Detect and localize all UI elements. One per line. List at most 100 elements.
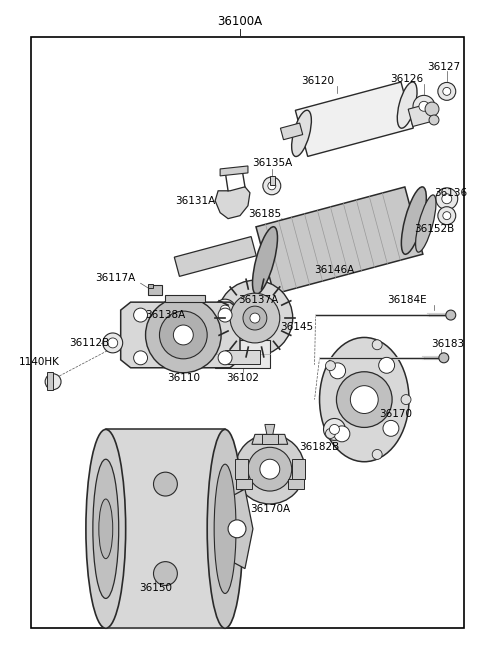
Polygon shape [120,302,240,368]
Circle shape [436,188,458,210]
Circle shape [442,194,452,204]
Text: 36112B: 36112B [69,338,109,348]
Circle shape [133,351,147,365]
Text: 36137A: 36137A [238,295,278,305]
Text: 36120: 36120 [301,76,334,87]
Ellipse shape [397,82,417,128]
Circle shape [159,311,207,359]
Circle shape [379,357,395,373]
Circle shape [429,115,439,125]
Circle shape [45,374,61,390]
Circle shape [446,310,456,320]
Polygon shape [236,479,252,489]
Text: 36135A: 36135A [252,158,292,168]
Circle shape [220,305,230,315]
Circle shape [443,87,451,95]
Text: 36182B: 36182B [300,442,340,452]
Text: 36117A: 36117A [96,273,136,283]
Circle shape [154,562,178,585]
Text: 36150: 36150 [139,583,172,593]
Bar [215,340,270,368]
Ellipse shape [207,430,243,628]
Circle shape [325,428,336,438]
Text: 36183: 36183 [431,339,464,349]
Ellipse shape [252,227,277,294]
Circle shape [330,363,346,379]
Circle shape [217,281,293,356]
Text: 36184E: 36184E [387,295,427,305]
Circle shape [268,182,276,190]
Circle shape [419,101,429,111]
Text: 36145: 36145 [280,322,313,332]
Circle shape [439,353,449,363]
Circle shape [218,351,232,365]
Text: 36131A: 36131A [175,196,216,206]
Circle shape [324,419,346,440]
Text: 36152B: 36152B [414,223,454,234]
Circle shape [372,340,382,350]
Polygon shape [174,237,256,277]
Circle shape [334,426,350,442]
Circle shape [372,449,382,459]
Polygon shape [288,479,304,489]
Polygon shape [280,123,303,140]
Polygon shape [252,434,288,444]
Circle shape [413,95,435,117]
Circle shape [250,313,260,323]
Circle shape [103,333,123,353]
Circle shape [438,82,456,101]
Text: 36136: 36136 [434,188,467,198]
Polygon shape [217,489,253,568]
Ellipse shape [86,430,126,628]
Polygon shape [220,166,248,176]
Circle shape [325,361,336,371]
Text: 36170: 36170 [379,409,412,420]
Ellipse shape [401,187,426,254]
Polygon shape [408,104,434,127]
Circle shape [260,459,280,479]
Polygon shape [235,459,248,479]
Text: 36102: 36102 [227,373,260,383]
Circle shape [154,472,178,496]
Circle shape [133,308,147,322]
Circle shape [192,311,219,339]
Text: 36126: 36126 [390,74,423,85]
Polygon shape [106,430,225,628]
Text: 36185: 36185 [248,209,281,219]
Polygon shape [147,284,153,288]
Polygon shape [295,82,413,156]
Circle shape [235,434,305,504]
Text: 36127: 36127 [427,62,460,72]
Bar [225,350,260,364]
Text: 36100A: 36100A [217,15,263,28]
Circle shape [425,102,439,116]
Circle shape [214,299,236,321]
Ellipse shape [99,499,113,558]
Polygon shape [262,434,278,444]
Circle shape [438,207,456,225]
Text: 36110: 36110 [167,373,200,383]
Polygon shape [292,459,305,479]
Circle shape [443,212,451,219]
Circle shape [145,297,221,373]
Circle shape [336,372,392,428]
Circle shape [248,447,292,491]
Circle shape [173,325,193,345]
Bar [270,176,275,185]
Circle shape [243,306,267,330]
Text: 36170A: 36170A [250,504,290,514]
Ellipse shape [93,459,119,599]
Circle shape [230,293,280,343]
Circle shape [350,386,378,413]
Circle shape [228,520,246,538]
Circle shape [383,420,399,436]
Circle shape [218,308,232,322]
Text: 36146A: 36146A [314,265,355,275]
Circle shape [401,395,411,405]
Polygon shape [265,424,275,434]
Ellipse shape [416,195,436,252]
Circle shape [198,318,212,332]
Circle shape [263,177,281,194]
Polygon shape [166,295,205,302]
Circle shape [329,424,339,434]
